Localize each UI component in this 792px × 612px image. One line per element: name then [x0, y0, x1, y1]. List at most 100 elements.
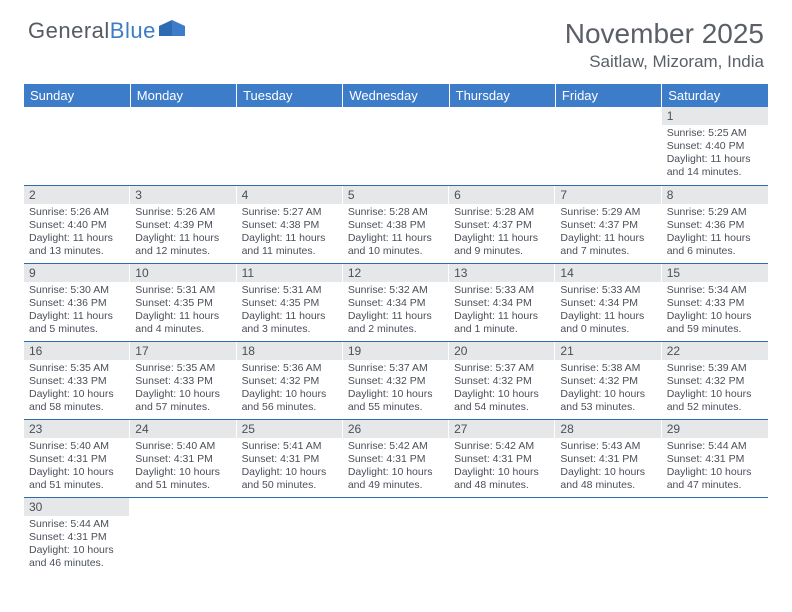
- weekday-header: Thursday: [449, 84, 555, 107]
- calendar-cell: 4Sunrise: 5:27 AMSunset: 4:38 PMDaylight…: [237, 185, 343, 263]
- day-body: Sunrise: 5:44 AMSunset: 4:31 PMDaylight:…: [24, 516, 130, 574]
- day-body: Sunrise: 5:35 AMSunset: 4:33 PMDaylight:…: [130, 360, 236, 418]
- calendar-cell: 17Sunrise: 5:35 AMSunset: 4:33 PMDayligh…: [130, 341, 236, 419]
- day-body: Sunrise: 5:40 AMSunset: 4:31 PMDaylight:…: [24, 438, 130, 496]
- day-number: 23: [24, 420, 130, 438]
- calendar-cell: 5Sunrise: 5:28 AMSunset: 4:38 PMDaylight…: [343, 185, 449, 263]
- day-number: 15: [662, 264, 768, 282]
- day-body: Sunrise: 5:35 AMSunset: 4:33 PMDaylight:…: [24, 360, 130, 418]
- logo: GeneralBlue: [28, 18, 185, 44]
- day-number: 19: [343, 342, 449, 360]
- day-number: 8: [662, 186, 768, 204]
- location: Saitlaw, Mizoram, India: [565, 52, 764, 72]
- day-number: 2: [24, 186, 130, 204]
- calendar-row: 23Sunrise: 5:40 AMSunset: 4:31 PMDayligh…: [24, 419, 768, 497]
- calendar-cell: 10Sunrise: 5:31 AMSunset: 4:35 PMDayligh…: [130, 263, 236, 341]
- calendar-cell: 16Sunrise: 5:35 AMSunset: 4:33 PMDayligh…: [24, 341, 130, 419]
- day-number: 22: [662, 342, 768, 360]
- calendar-cell: 20Sunrise: 5:37 AMSunset: 4:32 PMDayligh…: [449, 341, 555, 419]
- flag-icon: [159, 20, 185, 36]
- day-body: Sunrise: 5:41 AMSunset: 4:31 PMDaylight:…: [237, 438, 343, 496]
- calendar-cell: 19Sunrise: 5:37 AMSunset: 4:32 PMDayligh…: [343, 341, 449, 419]
- calendar-table: SundayMondayTuesdayWednesdayThursdayFrid…: [24, 84, 768, 575]
- day-body: Sunrise: 5:28 AMSunset: 4:37 PMDaylight:…: [449, 204, 555, 262]
- title-block: November 2025 Saitlaw, Mizoram, India: [565, 18, 764, 72]
- calendar-cell: [662, 497, 768, 575]
- calendar-cell: 3Sunrise: 5:26 AMSunset: 4:39 PMDaylight…: [130, 185, 236, 263]
- day-number: 28: [555, 420, 661, 438]
- day-body: Sunrise: 5:42 AMSunset: 4:31 PMDaylight:…: [343, 438, 449, 496]
- calendar-cell: 18Sunrise: 5:36 AMSunset: 4:32 PMDayligh…: [237, 341, 343, 419]
- calendar-row: 2Sunrise: 5:26 AMSunset: 4:40 PMDaylight…: [24, 185, 768, 263]
- logo-text: GeneralBlue: [28, 18, 156, 44]
- day-body: Sunrise: 5:38 AMSunset: 4:32 PMDaylight:…: [555, 360, 661, 418]
- day-body: Sunrise: 5:31 AMSunset: 4:35 PMDaylight:…: [130, 282, 236, 340]
- day-number: 12: [343, 264, 449, 282]
- calendar-cell: 8Sunrise: 5:29 AMSunset: 4:36 PMDaylight…: [662, 185, 768, 263]
- day-body: Sunrise: 5:34 AMSunset: 4:33 PMDaylight:…: [662, 282, 768, 340]
- day-number: 7: [555, 186, 661, 204]
- day-number: 25: [237, 420, 343, 438]
- day-body: Sunrise: 5:31 AMSunset: 4:35 PMDaylight:…: [237, 282, 343, 340]
- calendar-cell: [237, 107, 343, 185]
- calendar-cell: 2Sunrise: 5:26 AMSunset: 4:40 PMDaylight…: [24, 185, 130, 263]
- day-number: 17: [130, 342, 236, 360]
- day-body: Sunrise: 5:37 AMSunset: 4:32 PMDaylight:…: [343, 360, 449, 418]
- weekday-header: Saturday: [662, 84, 768, 107]
- day-body: Sunrise: 5:36 AMSunset: 4:32 PMDaylight:…: [237, 360, 343, 418]
- calendar-cell: [24, 107, 130, 185]
- day-body: Sunrise: 5:43 AMSunset: 4:31 PMDaylight:…: [555, 438, 661, 496]
- calendar-cell: [555, 107, 661, 185]
- calendar-cell: 25Sunrise: 5:41 AMSunset: 4:31 PMDayligh…: [237, 419, 343, 497]
- day-number: 26: [343, 420, 449, 438]
- day-body: Sunrise: 5:25 AMSunset: 4:40 PMDaylight:…: [662, 125, 768, 183]
- day-number: 10: [130, 264, 236, 282]
- day-number: 13: [449, 264, 555, 282]
- day-body: Sunrise: 5:37 AMSunset: 4:32 PMDaylight:…: [449, 360, 555, 418]
- calendar-cell: [555, 497, 661, 575]
- calendar-cell: 9Sunrise: 5:30 AMSunset: 4:36 PMDaylight…: [24, 263, 130, 341]
- calendar-cell: 11Sunrise: 5:31 AMSunset: 4:35 PMDayligh…: [237, 263, 343, 341]
- day-number: 20: [449, 342, 555, 360]
- day-body: Sunrise: 5:29 AMSunset: 4:37 PMDaylight:…: [555, 204, 661, 262]
- calendar-cell: 23Sunrise: 5:40 AMSunset: 4:31 PMDayligh…: [24, 419, 130, 497]
- day-number: 6: [449, 186, 555, 204]
- day-number: 3: [130, 186, 236, 204]
- calendar-cell: 27Sunrise: 5:42 AMSunset: 4:31 PMDayligh…: [449, 419, 555, 497]
- day-number: 27: [449, 420, 555, 438]
- calendar-cell: 12Sunrise: 5:32 AMSunset: 4:34 PMDayligh…: [343, 263, 449, 341]
- calendar-cell: [130, 497, 236, 575]
- day-body: Sunrise: 5:42 AMSunset: 4:31 PMDaylight:…: [449, 438, 555, 496]
- calendar-cell: [130, 107, 236, 185]
- day-body: Sunrise: 5:39 AMSunset: 4:32 PMDaylight:…: [662, 360, 768, 418]
- calendar-cell: [449, 107, 555, 185]
- day-number: 21: [555, 342, 661, 360]
- calendar-row: 16Sunrise: 5:35 AMSunset: 4:33 PMDayligh…: [24, 341, 768, 419]
- day-number: 18: [237, 342, 343, 360]
- calendar-cell: 15Sunrise: 5:34 AMSunset: 4:33 PMDayligh…: [662, 263, 768, 341]
- calendar-row: 1Sunrise: 5:25 AMSunset: 4:40 PMDaylight…: [24, 107, 768, 185]
- day-number: 30: [24, 498, 130, 516]
- calendar-cell: [343, 497, 449, 575]
- day-number: 24: [130, 420, 236, 438]
- calendar-row: 9Sunrise: 5:30 AMSunset: 4:36 PMDaylight…: [24, 263, 768, 341]
- weekday-header: Friday: [555, 84, 661, 107]
- calendar-cell: 30Sunrise: 5:44 AMSunset: 4:31 PMDayligh…: [24, 497, 130, 575]
- weekday-header: Sunday: [24, 84, 130, 107]
- calendar-cell: 1Sunrise: 5:25 AMSunset: 4:40 PMDaylight…: [662, 107, 768, 185]
- day-body: Sunrise: 5:40 AMSunset: 4:31 PMDaylight:…: [130, 438, 236, 496]
- calendar-cell: [449, 497, 555, 575]
- calendar-cell: 6Sunrise: 5:28 AMSunset: 4:37 PMDaylight…: [449, 185, 555, 263]
- calendar-cell: 13Sunrise: 5:33 AMSunset: 4:34 PMDayligh…: [449, 263, 555, 341]
- logo-text-1: General: [28, 18, 110, 43]
- calendar-body: 1Sunrise: 5:25 AMSunset: 4:40 PMDaylight…: [24, 107, 768, 575]
- day-body: Sunrise: 5:32 AMSunset: 4:34 PMDaylight:…: [343, 282, 449, 340]
- weekday-header: Monday: [130, 84, 236, 107]
- weekday-header: Tuesday: [237, 84, 343, 107]
- day-body: Sunrise: 5:28 AMSunset: 4:38 PMDaylight:…: [343, 204, 449, 262]
- day-body: Sunrise: 5:33 AMSunset: 4:34 PMDaylight:…: [555, 282, 661, 340]
- calendar-row: 30Sunrise: 5:44 AMSunset: 4:31 PMDayligh…: [24, 497, 768, 575]
- calendar-cell: 28Sunrise: 5:43 AMSunset: 4:31 PMDayligh…: [555, 419, 661, 497]
- calendar-header: SundayMondayTuesdayWednesdayThursdayFrid…: [24, 84, 768, 107]
- day-number: 14: [555, 264, 661, 282]
